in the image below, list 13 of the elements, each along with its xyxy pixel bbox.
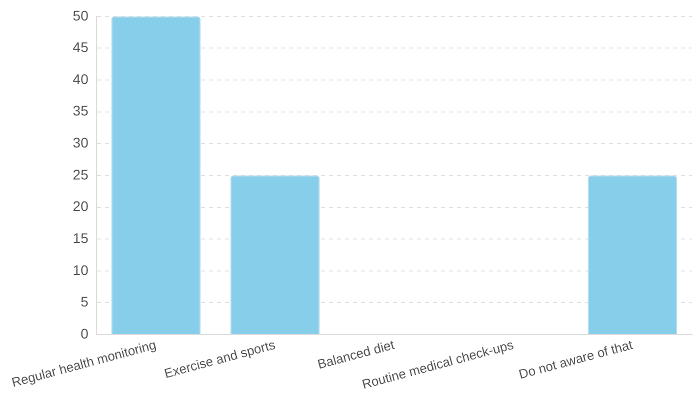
- y-tick-label: 5: [80, 294, 89, 310]
- y-tick-label: 35: [72, 102, 89, 119]
- y-tick-label: 10: [72, 262, 89, 278]
- y-tick-label: 30: [72, 134, 89, 151]
- x-tick-label: Exercise and sports: [162, 336, 278, 381]
- y-tick-label: 0: [80, 325, 89, 342]
- x-tick-label: Do not aware of that: [517, 336, 635, 382]
- y-tick-label: 45: [72, 39, 89, 56]
- y-tick-label: 50: [72, 7, 89, 24]
- y-tick-label: 15: [72, 230, 89, 246]
- y-tick-label: 25: [72, 166, 89, 182]
- y-tick-label: 40: [72, 70, 89, 87]
- y-tick-label: 20: [72, 198, 89, 214]
